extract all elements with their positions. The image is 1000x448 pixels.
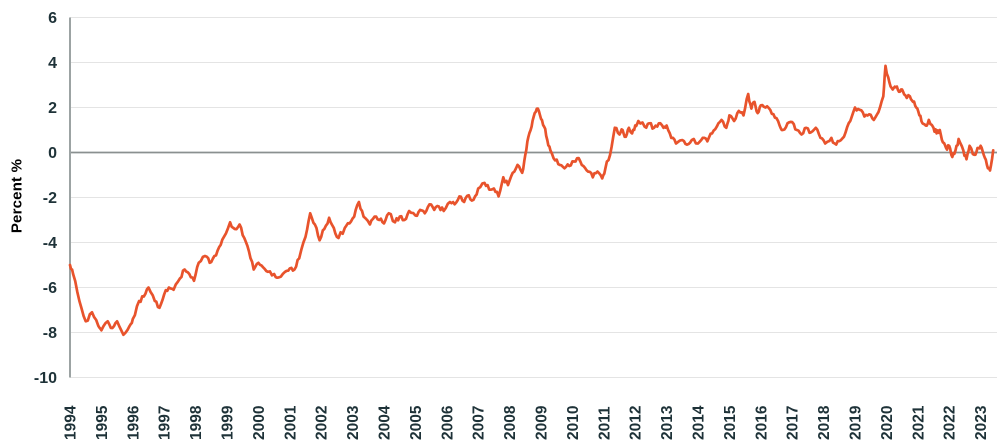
x-tick-label: 2015 xyxy=(722,405,739,440)
data-line xyxy=(68,64,995,337)
x-tick-label: 2002 xyxy=(314,406,331,440)
x-tick-label: 2011 xyxy=(596,406,613,440)
x-tick-label: 2013 xyxy=(659,405,676,440)
x-tick-label: 2001 xyxy=(282,405,299,440)
x-tick-label: 2017 xyxy=(785,406,802,440)
y-tick-label: -10 xyxy=(34,370,57,387)
x-tick-label: 1994 xyxy=(63,405,80,440)
y-tick-label: 2 xyxy=(48,100,57,117)
x-tick-label: 1998 xyxy=(188,405,205,440)
x-tick-label: 1996 xyxy=(125,405,142,440)
x-tick-label: 2012 xyxy=(628,406,645,440)
x-tick-label: 2005 xyxy=(408,405,425,440)
y-tick-label: 0 xyxy=(48,145,57,162)
x-tick-label: 2008 xyxy=(502,405,519,440)
x-tick-label: 2019 xyxy=(848,405,865,440)
x-tick-label: 2014 xyxy=(691,405,708,440)
x-tick-label: 1995 xyxy=(94,405,111,440)
y-tick-label: -2 xyxy=(43,190,57,207)
y-tick-label: -6 xyxy=(43,280,57,297)
x-tick-label: 2023 xyxy=(973,405,990,440)
x-tick-label: 2009 xyxy=(534,405,551,440)
y-tick-label: 4 xyxy=(48,55,57,72)
x-tick-label: 2003 xyxy=(345,405,362,440)
y-tick-label: -4 xyxy=(43,235,57,252)
x-tick-label: 2010 xyxy=(565,406,582,440)
x-tick-label: 1999 xyxy=(220,405,237,440)
x-tick-label: 2021 xyxy=(910,405,927,440)
x-tick-label: 2004 xyxy=(377,405,394,440)
y-tick-label: 6 xyxy=(48,10,57,27)
x-tick-label: 2000 xyxy=(251,406,268,440)
y-axis-title: Percent % xyxy=(8,158,26,234)
x-tick-label: 2020 xyxy=(879,406,896,440)
x-tick-label: 2007 xyxy=(471,406,488,440)
x-tick-label: 2018 xyxy=(816,405,833,440)
x-tick-label: 2016 xyxy=(753,405,770,440)
y-tick-label: -8 xyxy=(43,325,57,342)
x-tick-label: 2006 xyxy=(439,405,456,440)
x-tick-label: 1997 xyxy=(157,406,174,440)
x-tick-label: 2022 xyxy=(942,406,959,440)
